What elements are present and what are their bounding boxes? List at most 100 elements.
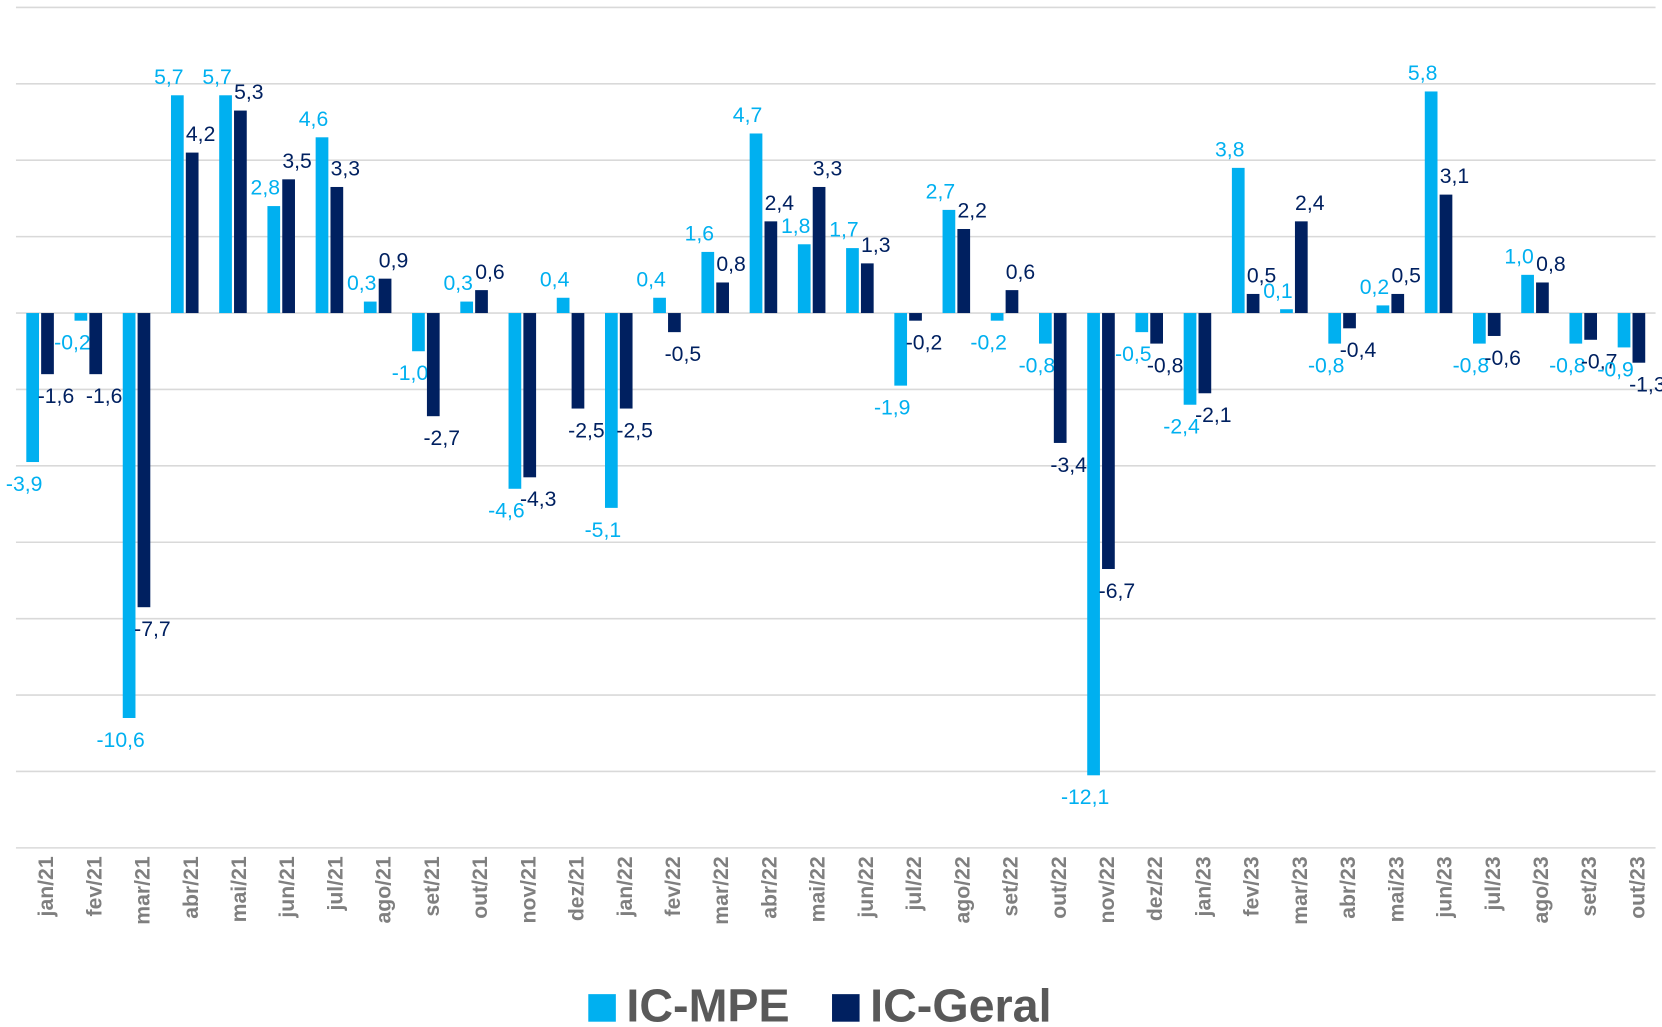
bar (668, 313, 681, 333)
data-label: -12,1 (1061, 786, 1109, 809)
x-tick-label: mar/22 (710, 856, 733, 924)
data-label: -0,5 (1115, 343, 1152, 366)
bar (1102, 313, 1115, 570)
bar (1439, 194, 1453, 314)
data-label: 2,8 (251, 177, 280, 200)
x-tick-label: dez/22 (1144, 856, 1167, 921)
data-label: 4,2 (186, 123, 215, 146)
data-label: 4,7 (733, 104, 762, 127)
data-label: -0,8 (1147, 355, 1184, 378)
bar (990, 313, 1004, 321)
data-label: 0,4 (540, 268, 570, 291)
bar (1391, 293, 1405, 314)
x-tick-label: nov/21 (517, 856, 540, 923)
x-tick-label: out/22 (1048, 856, 1071, 918)
data-label: 0,4 (636, 268, 666, 291)
bar (812, 186, 826, 314)
legend-swatch (588, 994, 616, 1022)
bar (894, 313, 908, 386)
bar (764, 221, 778, 314)
legend-label: IC-MPE (626, 979, 789, 1027)
x-tick-label: mar/23 (1289, 856, 1312, 925)
data-label: 2,2 (957, 200, 986, 223)
data-label: 2,4 (1295, 192, 1325, 215)
x-tick-label: abr/22 (758, 856, 781, 918)
bar (1473, 313, 1486, 344)
data-label: 5,8 (1408, 62, 1437, 85)
bar (571, 313, 585, 409)
x-tick-label: fev/23 (1241, 856, 1264, 916)
data-label: 5,7 (154, 66, 183, 89)
bar (460, 301, 474, 314)
data-label: 0,3 (347, 272, 376, 295)
x-tick-label: ago/23 (1530, 856, 1553, 923)
data-label: 3,3 (331, 158, 360, 181)
bar (41, 313, 54, 375)
data-label: -0,2 (906, 332, 943, 355)
bar (1569, 313, 1583, 344)
data-label: 0,6 (1006, 261, 1035, 284)
x-tick-label: dez/21 (566, 856, 589, 921)
x-tick-label: jul/22 (903, 856, 926, 911)
bar (89, 313, 103, 375)
bar (122, 313, 136, 718)
bar (1087, 313, 1100, 776)
bar (749, 133, 763, 314)
data-label: -0,4 (1340, 339, 1377, 362)
data-label: 0,1 (1263, 280, 1292, 303)
bar (1183, 313, 1197, 405)
bar (1617, 313, 1631, 348)
x-tick-label: abr/23 (1337, 856, 1360, 919)
bar (1280, 309, 1293, 314)
data-label: -1,6 (38, 385, 75, 408)
bar (234, 110, 247, 314)
data-label: -0,7 (1581, 351, 1618, 374)
x-tick-label: out/23 (1626, 856, 1649, 919)
bar (1231, 167, 1245, 314)
data-label: 0,5 (1247, 265, 1276, 288)
data-label: 3,8 (1215, 139, 1244, 162)
bar (1053, 313, 1067, 443)
bar (1150, 313, 1163, 344)
bar (315, 137, 329, 314)
x-tick-label: jun/21 (276, 856, 299, 918)
x-tick-label: ago/22 (951, 856, 974, 923)
data-label: 2,7 (926, 181, 955, 204)
bar (1246, 293, 1260, 314)
bar (957, 228, 971, 314)
bar (137, 313, 151, 608)
data-label: 1,0 (1504, 245, 1533, 268)
data-label: -0,8 (1453, 355, 1490, 378)
bar (653, 297, 666, 314)
bar (426, 313, 440, 417)
x-tick-label: mar/21 (132, 856, 155, 925)
x-tick-label: nov/22 (1096, 856, 1119, 923)
x-tick-label: ago/21 (373, 856, 396, 923)
data-label: -4,6 (488, 500, 525, 523)
x-tick-label: jul/21 (324, 856, 347, 911)
x-tick-label: abr/21 (180, 856, 203, 919)
data-label: 1,6 (685, 223, 714, 246)
data-label: -3,9 (6, 473, 43, 496)
legend-swatch (832, 994, 860, 1022)
bar (604, 313, 618, 508)
data-label: -0,8 (1019, 355, 1056, 378)
bar (716, 282, 729, 314)
x-tick-label: jun/22 (855, 856, 878, 918)
data-label: 4,6 (299, 108, 328, 131)
bar (267, 206, 281, 314)
x-tick-label: fev/21 (83, 856, 106, 916)
bar (219, 95, 232, 314)
data-label: -0,2 (54, 332, 91, 355)
bar (475, 290, 488, 314)
bar (1328, 313, 1342, 344)
x-tick-label: out/21 (469, 856, 492, 919)
data-label: -10,6 (96, 729, 144, 752)
data-label: -4,3 (520, 488, 557, 511)
data-label: 1,8 (781, 215, 810, 238)
data-label: 5,3 (234, 81, 263, 104)
data-label: 3,1 (1440, 165, 1469, 188)
data-label: -2,1 (1195, 404, 1232, 427)
x-tick-label: mai/21 (228, 856, 251, 922)
bar (1424, 91, 1438, 314)
